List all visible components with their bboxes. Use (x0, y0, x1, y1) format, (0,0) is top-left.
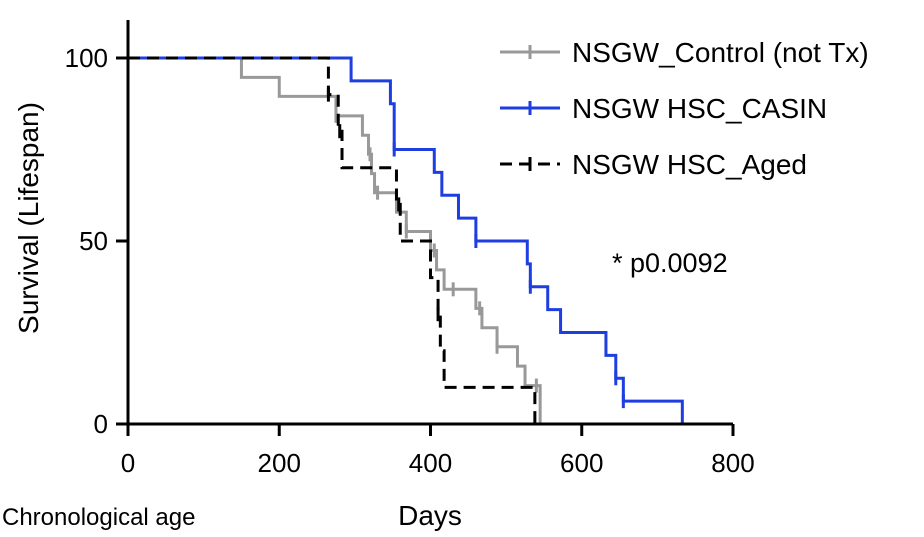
footnote-label: Chronological age (2, 504, 195, 531)
series-layer (128, 56, 684, 424)
legend-item: NSGW HSC_CASIN (500, 93, 827, 124)
axes (126, 20, 733, 426)
tick-marks: 0 200 400 600 800 0 50 100 (65, 43, 755, 478)
y-axis-title: Survival (Lifespan) (13, 102, 44, 334)
x-axis-title: Days (398, 500, 462, 531)
x-tick-label: 400 (409, 448, 452, 478)
y-tick-label: 50 (79, 226, 108, 256)
x-tick-label: 0 (121, 448, 135, 478)
y-tick-label: 0 (94, 409, 108, 439)
p-value-annotation: * p0.0092 (612, 248, 728, 278)
legend-label: NSGW HSC_CASIN (572, 93, 827, 124)
series-3 (128, 56, 537, 424)
legend-item: NSGW HSC_Aged (500, 149, 807, 180)
series-1 (128, 56, 542, 424)
survival-curve (128, 56, 537, 424)
y-tick-label: 100 (65, 43, 108, 73)
x-tick-label: 800 (711, 448, 754, 478)
legend-label: NSGW_Control (not Tx) (572, 37, 869, 68)
x-tick-label: 200 (258, 448, 301, 478)
x-tick-label: 600 (560, 448, 603, 478)
series-2 (128, 56, 684, 424)
legend-label: NSGW HSC_Aged (572, 149, 807, 180)
legend-item: NSGW_Control (not Tx) (500, 37, 869, 68)
legend: NSGW_Control (not Tx) NSGW HSC_CASIN NSGW … (500, 37, 869, 180)
survival-curve (128, 56, 684, 424)
